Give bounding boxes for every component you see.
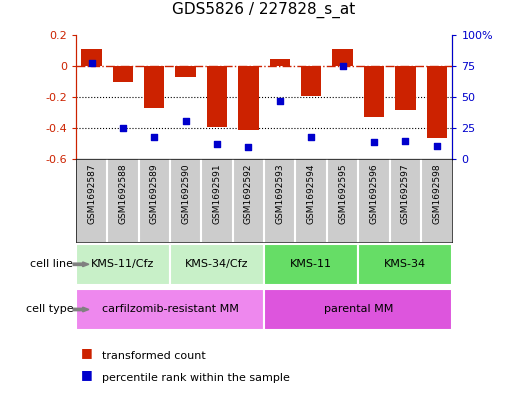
Bar [427,66,447,138]
Bar [76,244,170,285]
Bar [170,244,264,285]
Point [338,63,347,70]
Bar [264,244,358,285]
Bar [264,289,452,330]
Text: KMS-34/Cfz: KMS-34/Cfz [185,259,249,269]
Text: GSM1692592: GSM1692592 [244,163,253,224]
Text: GSM1692588: GSM1692588 [118,163,128,224]
Bar [112,66,133,82]
Text: GSM1692593: GSM1692593 [275,163,285,224]
Text: GSM1692591: GSM1692591 [212,163,222,224]
Point [307,134,315,140]
Text: percentile rank within the sample: percentile rank within the sample [102,373,290,383]
Bar [207,66,227,127]
Text: parental MM: parental MM [324,305,393,314]
Bar [363,66,384,118]
Text: GSM1692595: GSM1692595 [338,163,347,224]
Text: GSM1692597: GSM1692597 [401,163,410,224]
Text: KMS-11/Cfz: KMS-11/Cfz [91,259,155,269]
Point [370,139,378,145]
Bar [270,59,290,66]
Text: GSM1692587: GSM1692587 [87,163,96,224]
Point [181,118,190,124]
Bar [175,66,196,77]
Bar [395,66,415,110]
Text: ■: ■ [81,346,93,359]
Text: GDS5826 / 227828_s_at: GDS5826 / 227828_s_at [173,2,356,18]
Text: transformed count: transformed count [102,351,206,361]
Point [87,59,96,66]
Bar [76,289,264,330]
Text: GSM1692589: GSM1692589 [150,163,159,224]
Point [213,141,221,147]
Bar [358,244,452,285]
Text: GSM1692594: GSM1692594 [306,163,316,224]
Bar [333,49,353,66]
Bar [144,66,164,108]
Bar [238,66,258,130]
Point [244,144,253,150]
Point [119,125,127,131]
Text: cell type: cell type [26,305,73,314]
Text: ■: ■ [81,368,93,381]
Point [150,134,158,140]
Text: KMS-34: KMS-34 [384,259,426,269]
Text: carfilzomib-resistant MM: carfilzomib-resistant MM [101,305,238,314]
Text: KMS-11: KMS-11 [290,259,332,269]
Text: cell line: cell line [30,259,73,269]
Text: GSM1692596: GSM1692596 [369,163,379,224]
Point [433,142,441,149]
Text: GSM1692598: GSM1692598 [432,163,441,224]
Point [401,138,410,144]
Text: GSM1692590: GSM1692590 [181,163,190,224]
Bar [82,49,101,66]
Bar [301,66,321,96]
Point [276,98,284,104]
